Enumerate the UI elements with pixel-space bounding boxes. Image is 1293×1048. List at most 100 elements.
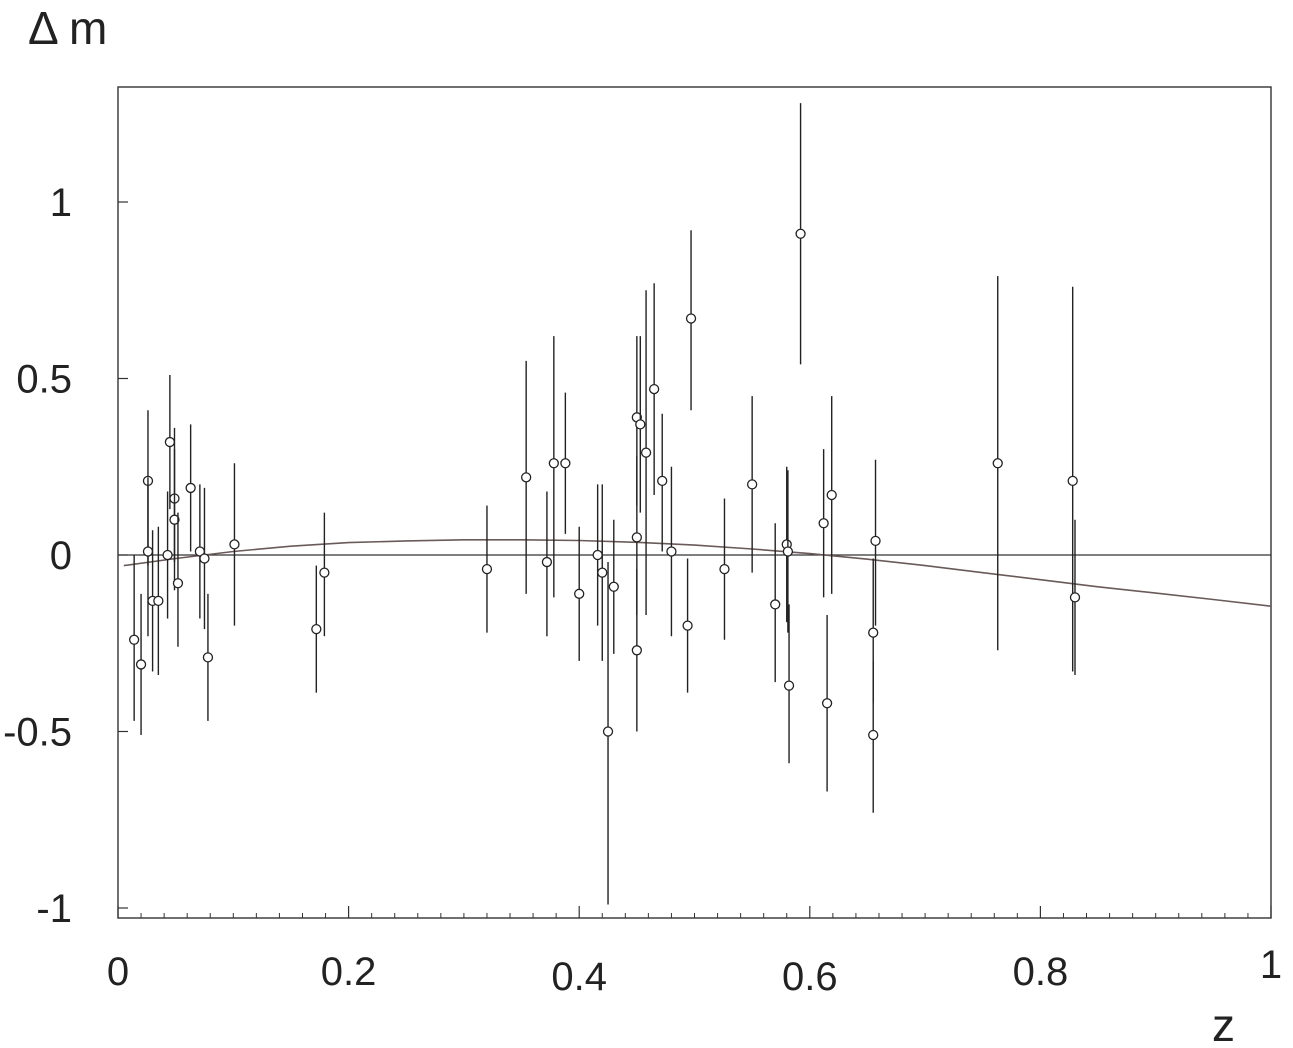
data-marker	[868, 627, 879, 638]
data-marker	[185, 482, 196, 494]
data-point	[319, 512, 330, 637]
data-point	[135, 593, 147, 736]
data-marker	[1067, 475, 1078, 487]
data-marker	[172, 578, 184, 589]
data-point	[311, 565, 322, 693]
data-marker	[608, 581, 619, 592]
data-point	[682, 558, 693, 693]
data-marker	[870, 535, 881, 547]
data-point	[592, 484, 603, 626]
data-marker	[128, 634, 140, 645]
plot-frame	[117, 86, 1272, 919]
data-point	[826, 396, 837, 594]
data-marker	[319, 567, 330, 578]
data-marker	[521, 472, 532, 483]
data-point	[608, 519, 619, 654]
data-marker	[548, 458, 559, 469]
data-marker	[685, 313, 697, 324]
data-point	[602, 562, 614, 905]
data-point	[685, 230, 697, 411]
model-curve	[123, 539, 1272, 607]
data-point	[548, 336, 559, 598]
data-point	[818, 449, 829, 598]
data-point	[521, 360, 532, 594]
data-point	[185, 424, 196, 552]
data-point	[631, 569, 642, 732]
data-marker	[826, 489, 837, 501]
y-tick-label: -0.5	[3, 711, 72, 755]
data-point	[666, 466, 677, 637]
data-point	[781, 466, 792, 623]
data-point	[172, 512, 184, 647]
data-marker	[199, 553, 210, 564]
data-marker	[818, 518, 829, 529]
data-point	[541, 491, 553, 637]
data-marker	[162, 549, 173, 561]
data-marker	[868, 729, 879, 741]
x-tick-label: 0	[107, 950, 129, 994]
axis-ticks	[117, 201, 1272, 918]
data-point	[657, 413, 668, 552]
data-point	[770, 523, 781, 683]
x-tick-label: 0.8	[1013, 950, 1069, 994]
data-marker	[574, 588, 585, 599]
data-marker	[481, 563, 493, 575]
data-point	[782, 470, 794, 633]
data-marker	[202, 652, 214, 663]
data-point	[169, 449, 180, 591]
data-marker	[783, 680, 795, 691]
x-tick-label: 0.6	[782, 955, 838, 999]
data-point	[640, 290, 652, 616]
data-marker	[782, 546, 794, 557]
data-point	[1069, 519, 1081, 676]
data-point	[648, 283, 660, 495]
x-axis-title: z	[1212, 999, 1235, 1048]
data-point	[870, 459, 881, 626]
data-marker	[153, 595, 164, 607]
data-marker	[648, 383, 660, 395]
data-point	[747, 396, 758, 573]
data-point	[142, 477, 154, 637]
data-marker	[311, 623, 322, 635]
data-point	[199, 487, 210, 630]
data-marker	[719, 563, 730, 575]
data-marker	[992, 458, 1003, 469]
data-marker	[592, 549, 603, 561]
data-marker	[666, 546, 677, 557]
data-point	[597, 484, 608, 661]
data-point	[162, 491, 173, 619]
data-point	[194, 484, 206, 619]
data-marker	[1069, 592, 1081, 603]
data-marker	[631, 645, 642, 656]
data-point	[635, 336, 646, 513]
data-marker	[747, 479, 758, 490]
data-marker	[142, 546, 154, 557]
data-point	[202, 593, 214, 721]
data-marker	[635, 419, 646, 430]
data-point	[560, 392, 571, 534]
data-point	[128, 555, 140, 721]
x-tick-label: 1	[1260, 943, 1282, 987]
data-point	[795, 103, 806, 365]
data-marker	[821, 698, 833, 709]
data-marker	[657, 475, 668, 487]
data-point	[1067, 286, 1078, 672]
data-point	[574, 526, 585, 661]
tick-labels-layer: 0 0.2 0.4 0.6 0.8 1 1 0.5 0 -0.5 -1	[3, 181, 1282, 999]
data-marker	[770, 599, 781, 610]
data-marker	[229, 539, 240, 550]
y-tick-label: 1	[50, 181, 72, 225]
data-marker	[640, 447, 652, 458]
data-point	[164, 374, 176, 510]
data-marker	[795, 228, 806, 239]
data-marker	[560, 458, 571, 469]
data-marker	[541, 556, 553, 568]
y-axis-title: Δ m	[28, 2, 107, 54]
x-tick-label: 0.2	[321, 950, 377, 994]
data-point	[153, 526, 164, 676]
data-marker	[631, 532, 642, 543]
data-marker	[135, 659, 147, 670]
data-marker	[597, 567, 608, 578]
model-curve-layer	[123, 539, 1272, 607]
